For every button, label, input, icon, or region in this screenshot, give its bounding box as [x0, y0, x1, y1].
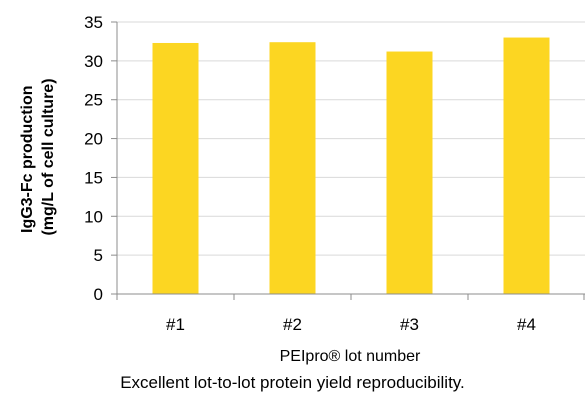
figure-caption: Excellent lot-to-lot protein yield repro… [120, 373, 465, 392]
x-tick-label: #2 [283, 315, 302, 334]
y-tick-label: 35 [84, 13, 103, 32]
x-axis-title: PEIpro® lot number [280, 348, 421, 365]
x-tick-label: #1 [166, 315, 185, 334]
y-tick-label: 5 [94, 246, 103, 265]
bar [269, 42, 316, 294]
bar [503, 37, 550, 295]
axes [111, 21, 585, 300]
y-tick-label: 15 [84, 168, 103, 187]
x-tick-label: #4 [517, 315, 536, 334]
y-tick-label: 0 [94, 285, 103, 304]
y-tick-labels: 0 5 10 15 20 25 30 35 [84, 13, 103, 304]
x-tick-labels: #1 #2 #3 #4 [166, 315, 536, 334]
y-tick-label: 10 [84, 207, 103, 226]
bar [386, 51, 433, 294]
y-axis-title-line-1: IgG3-Fc production [19, 85, 36, 233]
y-tick-label: 20 [84, 130, 103, 149]
y-tick-label: 25 [84, 91, 103, 110]
bar [152, 42, 199, 295]
y-tick-label: 30 [84, 52, 103, 71]
bar-chart: 0 5 10 15 20 25 30 35 #1 #2 #3 #4 PEIpro® lot numb… [19, 13, 585, 365]
y-axis-title-line-2: (mg/L of cell culture) [40, 78, 57, 235]
x-tick-label: #3 [400, 315, 419, 334]
y-axis-title: IgG3-Fc production (mg/L of cell culture… [19, 78, 57, 235]
bars [152, 37, 550, 295]
